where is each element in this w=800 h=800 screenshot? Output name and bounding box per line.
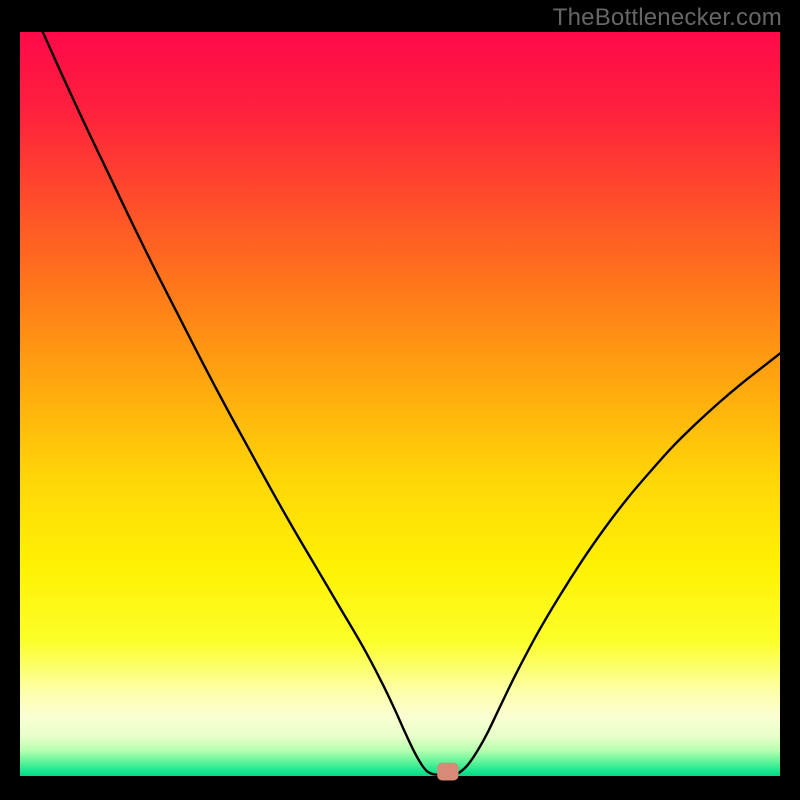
optimum-marker <box>437 763 458 781</box>
watermark-text: TheBottlenecker.com <box>553 4 782 32</box>
chart-frame: TheBottlenecker.com <box>0 0 800 800</box>
gradient-plot-background <box>20 32 780 776</box>
bottleneck-chart <box>0 0 800 800</box>
